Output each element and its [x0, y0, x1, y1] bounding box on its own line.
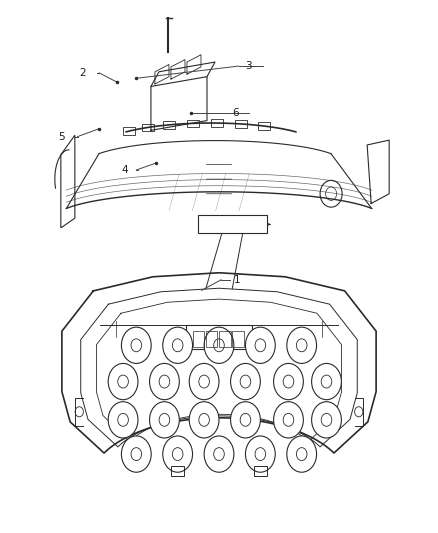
Circle shape [149, 364, 179, 400]
Bar [258, 123, 270, 130]
Circle shape [204, 436, 234, 472]
Bar [186, 325, 252, 349]
Circle shape [189, 402, 219, 438]
Bar [235, 120, 247, 127]
Text: 5: 5 [58, 132, 64, 142]
Bar [141, 124, 154, 131]
Text: 4: 4 [121, 165, 127, 175]
Bar [211, 119, 223, 127]
Bar [163, 121, 175, 128]
Circle shape [287, 436, 317, 472]
Bar [187, 120, 199, 127]
Circle shape [108, 364, 138, 400]
Text: 1: 1 [234, 274, 241, 285]
Circle shape [121, 327, 151, 364]
Circle shape [230, 364, 260, 400]
Bar [171, 466, 184, 477]
Circle shape [121, 436, 151, 472]
Circle shape [274, 364, 304, 400]
Text: 6: 6 [232, 108, 239, 118]
Circle shape [149, 402, 179, 438]
Circle shape [311, 364, 341, 400]
Circle shape [163, 436, 193, 472]
Circle shape [163, 327, 193, 364]
Text: 3: 3 [245, 61, 252, 71]
Circle shape [311, 402, 341, 438]
Circle shape [230, 402, 260, 438]
Bar [254, 466, 267, 477]
Bar [124, 127, 135, 135]
Circle shape [287, 327, 317, 364]
Circle shape [274, 402, 304, 438]
Circle shape [245, 327, 275, 364]
Circle shape [108, 402, 138, 438]
Bar [206, 331, 217, 348]
Bar [219, 331, 230, 348]
Circle shape [204, 327, 234, 364]
Bar [193, 331, 204, 348]
Bar [198, 215, 267, 233]
Text: 2: 2 [80, 68, 86, 78]
Bar [232, 331, 244, 348]
Circle shape [245, 436, 275, 472]
Circle shape [189, 364, 219, 400]
